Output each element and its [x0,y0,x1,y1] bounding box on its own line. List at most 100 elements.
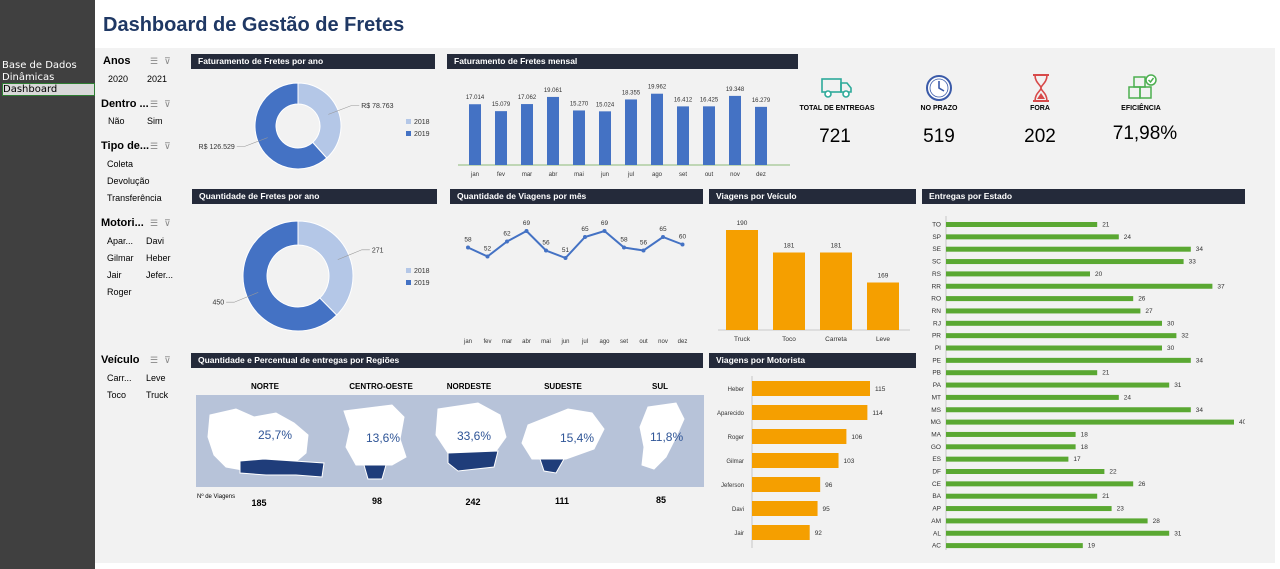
motorista-label-Jair: 92 [815,530,823,537]
fat-mensal-tick-abr: abr [549,172,558,178]
fat-mensal-label-jun: 15.024 [596,102,615,108]
slicer-item-toco[interactable]: Toco [107,390,127,400]
slicer-item-gilmar[interactable]: Gilmar [107,253,134,263]
map-norte [207,408,325,478]
viagens-mes-label-dez: 60 [679,234,687,241]
veiculo-tick-Carreta: Carreta [825,336,847,343]
fat-mensal-label-jan: 17.014 [466,95,485,101]
fat-ano-legend-swatch-2018 [406,119,411,124]
fat-mensal-bar-out [703,106,715,165]
viagens-mes-point-jul [583,235,587,239]
estado-tick-PR: PR [932,333,941,340]
clock-icon [926,75,952,101]
panel-header-viagens-motorista: Viagens por Motorista [709,353,916,368]
qtd-ano-legend-2018: 2018 [414,268,430,275]
viagens-mes-point-fev [485,254,490,259]
slicer-item-nao[interactable]: Não [108,116,125,126]
slicer-item-davi[interactable]: Davi [146,236,165,246]
sheet-link-dinamicas[interactable]: Dinâmicas [2,72,55,83]
fat-ano-leader-2018 [328,105,360,115]
slicer-item-coleta[interactable]: Coleta [107,159,134,169]
qtd-ano-leader-2018 [337,249,370,260]
region-norte-name: NORTE [251,382,279,391]
fat-mensal-label-jul: 18.355 [622,90,641,96]
estado-bar-AM [946,518,1148,524]
estado-label-MG: 40 [1239,419,1245,426]
qtd-ano-legend-2019: 2019 [414,280,430,287]
chart-faturamento-ano: R$ 78.763 R$ 126.529 2018 2019 [199,82,430,170]
estado-tick-ES: ES [932,456,941,463]
viagens-mes-point-set [622,245,626,250]
estado-label-TO: 21 [1102,222,1110,229]
fat-ano-leader-2019 [236,137,268,147]
estado-label-AM: 28 [1153,518,1161,525]
fat-mensal-label-dez: 16.279 [752,98,771,104]
slicer-tipo-icons[interactable]: ☰⊽ [150,141,177,151]
veiculo-bar-Carreta [820,252,852,330]
estado-tick-AL: AL [933,530,941,537]
region-nordeste-count: 242 [465,497,481,507]
fat-mensal-tick-ago: ago [652,172,663,178]
slicer-item-2020[interactable]: 2020 [108,74,129,84]
chart-viagens-motorista: Heber 115 Aparecido 114 Roger 106 Gilmar 103 Jef… [717,376,886,548]
estado-label-RS: 20 [1095,271,1103,278]
veiculo-label-Truck: 190 [737,220,748,227]
fat-mensal-label-set: 16.412 [674,97,693,103]
fat-mensal-label-out: 16.425 [700,97,719,103]
slicer-motorista-icons[interactable]: ☰⊽ [150,218,177,228]
slicer-item-transferencia[interactable]: Transferência [107,193,162,203]
motorista-label-Heber: 115 [875,386,886,393]
estado-label-MT: 24 [1124,394,1132,401]
estado-label-AC: 19 [1088,543,1096,550]
chart-viagens-mes: 58 jan 52 fev 62 mar 69 abr 56 mai 51 jun 65 jul 69 ago… [463,220,687,345]
estado-tick-TO: TO [932,222,941,229]
region-nordeste-pct: 33,6% [457,429,492,443]
slicer-item-sim[interactable]: Sim [147,116,163,126]
fat-mensal-bar-jun [599,111,611,165]
kpi-fora-value: 202 [1024,126,1056,147]
estado-tick-MS: MS [931,407,941,414]
estado-label-SC: 33 [1189,259,1197,266]
region-centro-oeste-pct: 13,6% [366,431,401,445]
fat-mensal-bar-set [677,106,689,165]
slicer-item-jeferson[interactable]: Jefer... [146,270,174,280]
kpi-total-label: TOTAL DE ENTREGAS [799,105,875,112]
slicer-item-carreta[interactable]: Carr... [107,373,132,383]
motorista-bar-Gilmar [752,453,839,468]
slicer-item-leve[interactable]: Leve [146,373,166,383]
estado-bar-PR [946,333,1177,339]
slicer-veiculo-icons[interactable]: ☰⊽ [150,355,177,365]
motorista-label-Roger: 106 [851,434,862,441]
slicer-item-truck[interactable]: Truck [146,390,169,400]
estado-tick-DF: DF [932,469,941,476]
kpi-eficiencia-label: EFICIÊNCIA [1121,105,1161,112]
page-title: Dashboard de Gestão de Fretes [103,14,405,36]
estado-bar-RO [946,296,1134,302]
slicer-item-jair[interactable]: Jair [107,270,122,280]
fat-mensal-bar-jul [625,99,637,165]
map-centro-oeste [343,404,407,480]
slicer-item-heber[interactable]: Heber [146,253,171,263]
slicer-item-devolucao[interactable]: Devolução [107,176,150,186]
sheet-link-dashboard[interactable]: Dashboard [2,83,95,96]
estado-label-RN: 27 [1145,308,1153,315]
estado-tick-RS: RS [932,271,942,278]
region-sul-name: SUL [652,382,668,391]
slicer-dentro-icons[interactable]: ☰⊽ [150,99,177,109]
hourglass-icon [1033,74,1049,102]
estado-bar-RN [946,308,1141,314]
fat-mensal-tick-dez: dez [756,172,766,178]
motorista-bar-Heber [752,381,870,396]
slicer-anos-icons[interactable]: ☰⊽ [150,56,177,66]
viagens-mes-point-mai [544,248,548,253]
slicer-item-aparecido[interactable]: Apar... [107,236,134,246]
kpi-fora-label: FORA [1030,105,1050,112]
estado-label-BA: 21 [1102,493,1110,500]
kpi-prazo-label: NO PRAZO [920,105,958,112]
slicer-item-2021[interactable]: 2021 [147,74,168,84]
slicer-item-roger[interactable]: Roger [107,287,132,297]
motorista-bar-Jeferson [752,477,821,492]
estado-label-PE: 34 [1196,357,1204,364]
sheet-link-base-dados[interactable]: Base de Dados [2,60,77,71]
motorista-label-Gilmar: 103 [844,458,855,465]
